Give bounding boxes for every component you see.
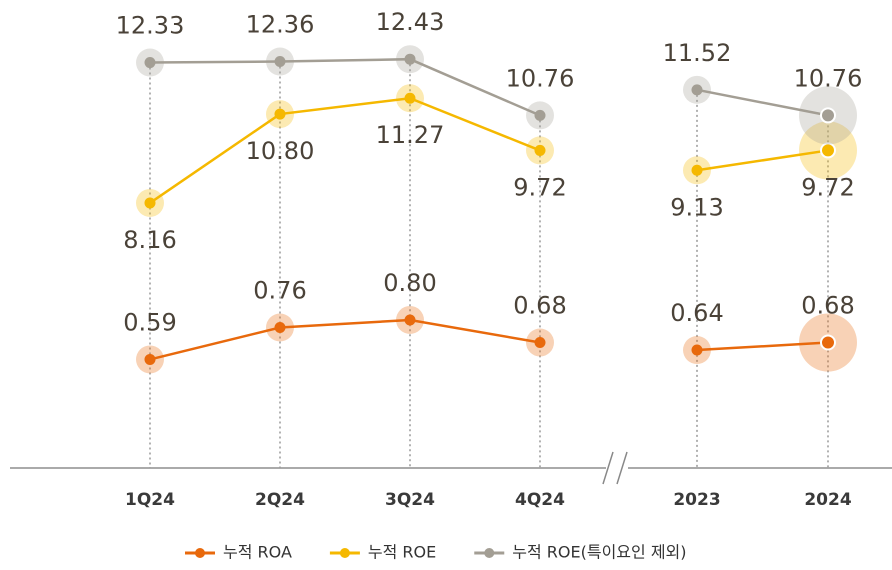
point [404, 53, 416, 65]
x-tick-label: 2Q24 [255, 490, 305, 510]
axis-break [602, 451, 614, 485]
data-label: 11.27 [376, 121, 445, 149]
x-tick-label: 2023 [673, 490, 720, 510]
data-label: 0.68 [801, 292, 854, 320]
point [144, 57, 156, 69]
x-tick-label: 2024 [804, 490, 851, 510]
series-line [696, 149, 829, 172]
point [534, 144, 546, 156]
point [691, 164, 703, 176]
point [691, 84, 703, 96]
legend-label: 누적 ROE(특이요인 제외) [512, 543, 686, 562]
data-label: 9.72 [513, 173, 566, 201]
legend-marker [484, 548, 495, 558]
point [534, 109, 546, 121]
point [534, 337, 546, 349]
data-label: 12.36 [246, 11, 315, 39]
data-label: 0.64 [670, 299, 723, 327]
point [274, 108, 286, 120]
data-label: 9.72 [801, 173, 854, 201]
axis-break [616, 451, 628, 485]
series-line [696, 88, 829, 117]
data-label: 0.76 [253, 276, 306, 304]
x-tick-label: 1Q24 [125, 490, 175, 510]
data-label: 0.68 [513, 292, 566, 320]
data-label: 10.80 [246, 137, 315, 165]
series-line [696, 341, 829, 352]
data-label: 10.76 [794, 64, 863, 92]
data-label: 9.13 [670, 193, 723, 221]
data-label: 10.76 [506, 64, 575, 92]
point [144, 197, 156, 209]
point [274, 56, 286, 68]
point [820, 334, 836, 351]
series-line [149, 96, 541, 204]
series-line [149, 57, 541, 117]
data-label: 11.52 [663, 39, 732, 67]
legend-label: 누적 ROA [223, 543, 292, 562]
legend-marker [195, 548, 205, 558]
data-label: 0.59 [123, 308, 176, 336]
data-label: 8.16 [123, 226, 176, 254]
legend-marker [339, 548, 350, 558]
point [404, 92, 416, 104]
point [820, 107, 836, 124]
x-tick-label: 3Q24 [385, 490, 435, 510]
data-label: 0.80 [383, 269, 436, 297]
point [820, 142, 836, 159]
x-tick-label: 4Q24 [515, 490, 565, 510]
point [404, 314, 416, 326]
point [274, 321, 286, 333]
legend-label: 누적 ROE [368, 543, 436, 562]
point [691, 344, 703, 356]
data-label: 12.43 [376, 8, 445, 36]
series-line [149, 318, 541, 361]
data-label: 12.33 [116, 12, 185, 40]
point [144, 353, 156, 365]
